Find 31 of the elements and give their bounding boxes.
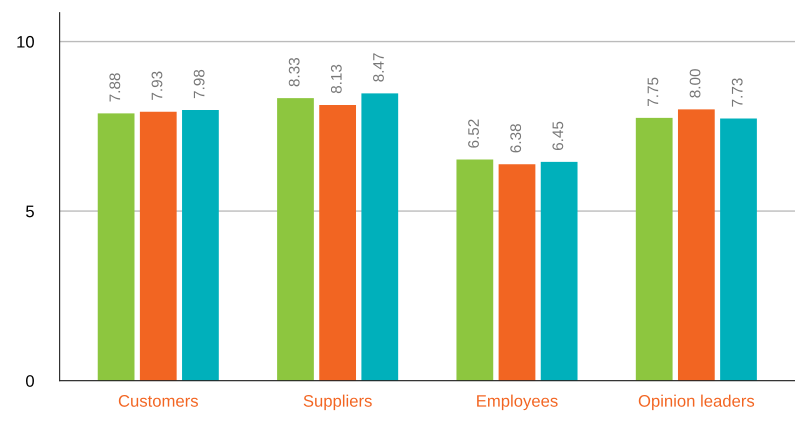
bar: [720, 118, 757, 381]
x-tick-label: Suppliers: [304, 394, 372, 410]
bar: [540, 162, 578, 381]
bar: [636, 118, 673, 381]
x-tick-label: Customers: [118, 395, 198, 407]
bar: [361, 93, 398, 381]
text: 7.88: [109, 73, 120, 102]
text: 8.00: [690, 69, 700, 98]
text: 7.98: [194, 70, 205, 98]
bar: [678, 109, 715, 381]
text: 8.47: [373, 53, 384, 82]
bar: [140, 112, 177, 381]
bar: [98, 113, 135, 381]
text: 6.52: [468, 119, 479, 148]
text: 6.38: [510, 124, 522, 152]
x-tick-label: Employees: [477, 394, 558, 410]
text: 7.93: [152, 72, 162, 100]
bar: [277, 98, 314, 381]
text: 8.33: [288, 58, 300, 86]
text: 6.45: [552, 122, 564, 150]
text: 7.73: [732, 78, 743, 107]
y-tick-label: 10: [17, 36, 34, 48]
bar: [319, 104, 356, 381]
bar: [456, 160, 494, 381]
bar: [182, 110, 219, 381]
y-tick-label: 5: [26, 206, 34, 218]
text: 7.75: [648, 78, 658, 106]
x-tick-label: Opinion leaders: [638, 394, 754, 410]
bar: [498, 164, 536, 381]
y-tick-label: 0: [26, 375, 34, 387]
text: 8.13: [330, 64, 342, 94]
